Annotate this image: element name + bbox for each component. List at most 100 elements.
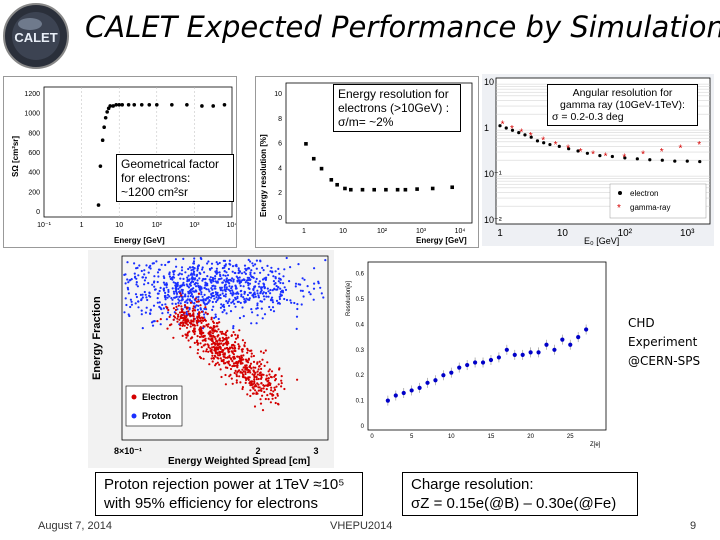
rej-electron-point-182 [233,371,236,375]
rej-electron-point-24 [174,308,177,312]
rej-electron-point-555 [256,370,259,373]
rej-electron-point-631 [206,343,209,346]
rej-electron-point-559 [196,317,199,320]
rej-electron-point-315 [261,358,264,361]
rej-electron-point-478 [252,392,255,395]
rej-proton-point-286 [216,299,219,302]
rej-proton-point-610 [144,293,147,296]
rej-proton-point-354 [230,301,233,304]
rej-electron-point-260 [234,364,238,367]
rej-proton-point-766 [174,285,178,288]
chg-point-4 [417,385,422,391]
rej-proton-point-599 [161,303,164,306]
rej-electron-point-416 [172,307,175,310]
rej-proton-point-595 [155,260,158,263]
rej-proton-point-700 [290,301,293,304]
rej-electron-point-525 [241,375,244,378]
rej-proton-point-850 [271,299,274,302]
rej-proton-point-306 [256,302,259,305]
rej-proton-point-749 [124,297,127,300]
rej-proton-point-186 [198,277,201,280]
rej-electron-point-661 [180,294,183,297]
rej-proton-point-878 [235,292,238,295]
rej-electron-point-626 [232,353,235,356]
rej-proton-point-657 [231,294,234,297]
rej-proton-point-230 [126,286,129,289]
rej-proton-point-804 [156,297,159,300]
rej-proton-point-612 [186,298,189,301]
rej-proton-point-872 [164,263,167,267]
rej-proton-point-652 [295,315,299,318]
rej-electron-point-286 [185,326,189,329]
rej-electron-point-480 [262,384,265,387]
rej-electron-point-186 [235,381,238,384]
rej-electron-point-699 [221,336,224,339]
ang-ytick-3: 10⁻² [484,215,502,225]
rej-electron-point-616 [199,304,202,307]
rej-proton-point-817 [247,284,250,287]
rej-electron-point-467 [189,301,192,304]
rej-proton-point-819 [210,287,213,290]
rej-electron-point-659 [259,402,263,405]
rej-proton-point-522 [204,303,207,306]
rej-electron-point-490 [211,360,214,363]
rej-proton-point-686 [197,298,200,301]
rej-proton-point-278 [213,297,216,300]
rej-proton-point-659 [125,303,128,307]
rej-proton-point-299 [249,291,252,294]
rej-proton-point-825 [156,292,159,295]
rej-electron-point-438 [177,313,180,316]
rej-electron-point-138 [210,357,213,360]
ang-ytick-2: 10⁻¹ [484,169,502,179]
ang-xtick-2: 10² [618,228,633,239]
chg-point-22 [560,337,565,342]
rej-proton-point-527 [192,260,196,263]
rej-proton-point-148 [200,291,203,294]
rej-electron-point-494 [194,309,197,312]
rej-electron-point-687 [181,324,184,327]
rej-electron-point-116 [240,354,243,357]
rej-electron-point-497 [269,375,272,378]
rej-proton-point-277 [248,297,251,300]
chg-point-16 [512,352,517,357]
rej-proton-point-569 [232,280,235,283]
rej-proton-point-725 [273,283,276,286]
rej-proton-point-201 [215,300,218,303]
ang-gamma-point-12: * [660,147,664,158]
chg-point-5 [425,380,430,385]
rej-electron-point-212 [232,331,235,334]
rej-legend-electron: Electron [142,392,178,402]
charge-caption-line1: Charge resolution: [411,476,534,493]
rej-electron-point-669 [228,364,231,367]
rej-proton-point-228 [135,283,138,286]
rej-proton-point-541 [267,295,270,298]
rej-electron-point-681 [183,324,186,327]
rej-proton-point-793 [257,282,260,285]
eres-ylabel: Energy resolution [%] [259,134,268,217]
rej-proton-point-561 [189,266,192,269]
page-title: CALET Expected Performance by Simulation… [85,10,720,44]
rej-electron-point-121 [243,341,247,344]
rej-proton-point-627 [283,297,286,301]
rej-proton-point-552 [264,278,267,281]
rej-electron-point-134 [183,304,187,307]
rej-proton-point-538 [173,292,176,295]
rej-proton-point-212 [127,292,130,295]
rej-electron-point-648 [193,327,196,330]
rej-proton-point-828 [127,281,130,284]
rej-proton-point-528 [140,298,143,301]
rej-proton-point-431 [180,273,183,276]
rej-electron-point-71 [193,341,196,344]
rej-proton-point-892 [193,302,196,305]
eres-note-line2: electrons (>10GeV) : [338,101,450,115]
rej-proton-point-436 [222,303,225,306]
rej-electron-point-676 [213,329,216,332]
rej-proton-point-108 [255,277,258,280]
rej-electron-point-381 [224,356,227,359]
rej-proton-point-857 [254,280,257,283]
rej-electron-point-602 [267,398,270,401]
rej-proton-point-289 [237,300,240,303]
rej-electron-point-580 [244,371,247,374]
rej-proton-point-883 [176,283,179,287]
rej-electron-point-493 [166,327,169,330]
